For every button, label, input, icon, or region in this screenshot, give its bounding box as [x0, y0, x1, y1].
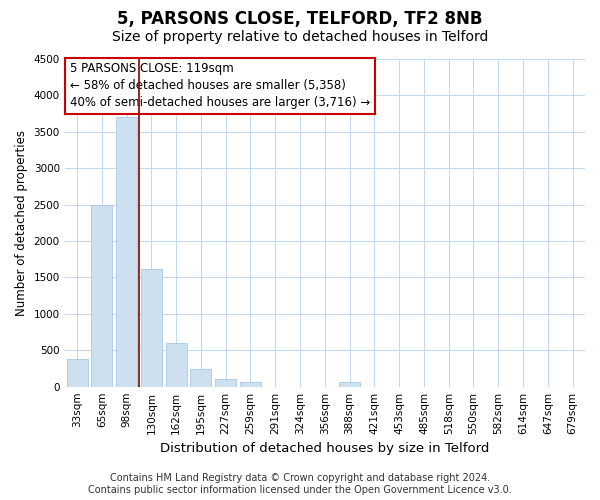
X-axis label: Distribution of detached houses by size in Telford: Distribution of detached houses by size …: [160, 442, 490, 455]
Text: 5, PARSONS CLOSE, TELFORD, TF2 8NB: 5, PARSONS CLOSE, TELFORD, TF2 8NB: [117, 10, 483, 28]
Bar: [190, 369, 211, 386]
Bar: [67, 359, 88, 386]
Bar: [339, 382, 360, 386]
Text: Contains HM Land Registry data © Crown copyright and database right 2024.
Contai: Contains HM Land Registry data © Crown c…: [88, 474, 512, 495]
Bar: [240, 382, 261, 386]
Bar: [91, 204, 112, 386]
Text: 5 PARSONS CLOSE: 119sqm
← 58% of detached houses are smaller (5,358)
40% of semi: 5 PARSONS CLOSE: 119sqm ← 58% of detache…: [70, 62, 370, 110]
Bar: [166, 343, 187, 386]
Bar: [215, 380, 236, 386]
Y-axis label: Number of detached properties: Number of detached properties: [15, 130, 28, 316]
Text: Size of property relative to detached houses in Telford: Size of property relative to detached ho…: [112, 30, 488, 44]
Bar: [116, 118, 137, 386]
Bar: [141, 268, 162, 386]
